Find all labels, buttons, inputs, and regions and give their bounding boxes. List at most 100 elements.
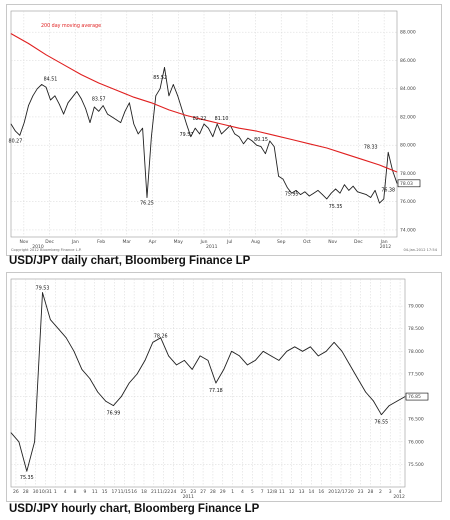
price-point: [136, 373, 138, 375]
price-point: [176, 364, 177, 366]
price-point: [115, 119, 117, 121]
x-tick-label: Sep: [277, 239, 286, 245]
price-point: [76, 91, 78, 92]
price-point: [273, 146, 275, 147]
price-point: [181, 109, 183, 111]
price-point: [310, 346, 311, 348]
x-tick-label: 29: [220, 489, 226, 495]
price-point: [216, 123, 218, 125]
price-annotation: 76.25: [140, 200, 154, 206]
price-point: [32, 95, 34, 97]
price-annotation: 79.53: [36, 286, 50, 292]
last-value-box: [405, 392, 429, 401]
price-annotation: 78.33: [364, 144, 378, 150]
price-point: [365, 194, 367, 195]
price-point: [223, 369, 225, 370]
x-tick-label: Jan: [71, 239, 79, 245]
price-point: [317, 355, 319, 357]
price-point: [120, 122, 122, 123]
x-tick-label: 3: [389, 489, 392, 495]
price-point: [152, 341, 154, 343]
price-point: [155, 95, 157, 97]
price-point: [97, 391, 99, 393]
price-annotation: 78.26: [154, 333, 168, 339]
x-tick-label: 15: [102, 489, 108, 495]
moving-average-legend: 200 day moving average: [41, 23, 101, 29]
price-annotation: 79.57: [180, 132, 194, 138]
price-point: [124, 110, 126, 112]
y-tick-label: 78.000: [400, 171, 416, 177]
price-point: [352, 185, 354, 187]
x-tick-label: 12: [289, 489, 295, 495]
x-tick-label: 9: [83, 489, 86, 495]
x-tick-label: 28: [23, 489, 29, 495]
price-point: [26, 470, 28, 472]
price-point: [383, 198, 385, 200]
daily-chart-panel: 74.000 76.000 78.000 80.000 82.000 84.000 86.0…: [6, 4, 442, 256]
price-point: [168, 95, 170, 97]
price-point: [247, 137, 249, 139]
price-point: [42, 292, 43, 293]
y-tick-label: 80.000: [400, 143, 416, 149]
moving-average-point: [326, 147, 328, 149]
y-tick-label: 75.500: [408, 462, 424, 468]
price-point: [357, 191, 358, 193]
price-point: [344, 184, 345, 186]
price-point: [98, 110, 100, 112]
price-point: [270, 355, 272, 357]
price-point: [404, 396, 406, 397]
copyright-footnote: Copyright 2012 Bloomberg Finance L.P.: [11, 248, 82, 252]
price-point: [239, 355, 240, 357]
price-point: [172, 84, 174, 85]
hourly-chart-panel: 75.50076.00076.50077.00077.50078.00078.5…: [6, 272, 442, 502]
price-point: [262, 350, 264, 352]
price-point: [85, 108, 86, 109]
price-point: [341, 350, 343, 352]
x-tick-label: Apr: [149, 239, 157, 245]
x-tick-label: 30: [33, 489, 39, 495]
x-tick-label: 21: [151, 489, 157, 495]
x-tick-label: 11/22: [157, 489, 170, 495]
x-year-label: 2010: [32, 244, 44, 250]
price-annotation: 83.57: [92, 97, 106, 103]
hourly-chart-caption: USD/JPY hourly chart, Bloomberg Finance …: [9, 503, 260, 515]
x-tick-label: 1: [231, 489, 234, 495]
price-point: [199, 133, 200, 135]
x-tick-label: 4: [399, 489, 402, 495]
price-point: [349, 364, 351, 366]
x-tick-label: May: [174, 239, 184, 245]
price-point: [208, 127, 209, 129]
moving-average-point: [291, 139, 293, 140]
price-point: [379, 202, 380, 204]
moving-average-point: [80, 74, 82, 75]
price-point: [159, 88, 161, 90]
y-tick-label: 88.000: [400, 30, 416, 36]
price-point: [396, 400, 398, 402]
moving-average-point: [396, 171, 398, 173]
timestamp-footnote: 04-Jan-2012 17:54: [403, 248, 437, 252]
price-point: [80, 98, 82, 99]
price-point: [41, 84, 43, 85]
price-point: [256, 144, 257, 146]
moving-average-point: [186, 115, 187, 116]
price-point: [129, 102, 130, 104]
x-tick-label: 10/31: [39, 489, 52, 495]
daily-chart: 74.000 76.000 78.000 80.000 82.000 84.000 86.0…: [9, 10, 438, 252]
price-point: [45, 86, 47, 88]
x-tick-label: 17: [112, 489, 118, 495]
price-point: [190, 136, 192, 138]
price-point: [146, 197, 148, 198]
price-point: [107, 113, 108, 115]
price-annotation: 82.22: [193, 116, 207, 122]
price-point: [67, 102, 69, 104]
x-tick-label: Nov: [328, 239, 337, 245]
x-tick-label: Mar: [123, 239, 132, 245]
y-tick-label: 76.500: [408, 417, 424, 423]
y-tick-label: 78.000: [408, 349, 424, 355]
y-tick-label: 79.000: [408, 304, 424, 310]
price-point: [357, 378, 359, 379]
price-point: [168, 355, 169, 357]
moving-average-point: [238, 127, 240, 129]
price-point: [63, 113, 64, 115]
price-point: [23, 122, 25, 123]
